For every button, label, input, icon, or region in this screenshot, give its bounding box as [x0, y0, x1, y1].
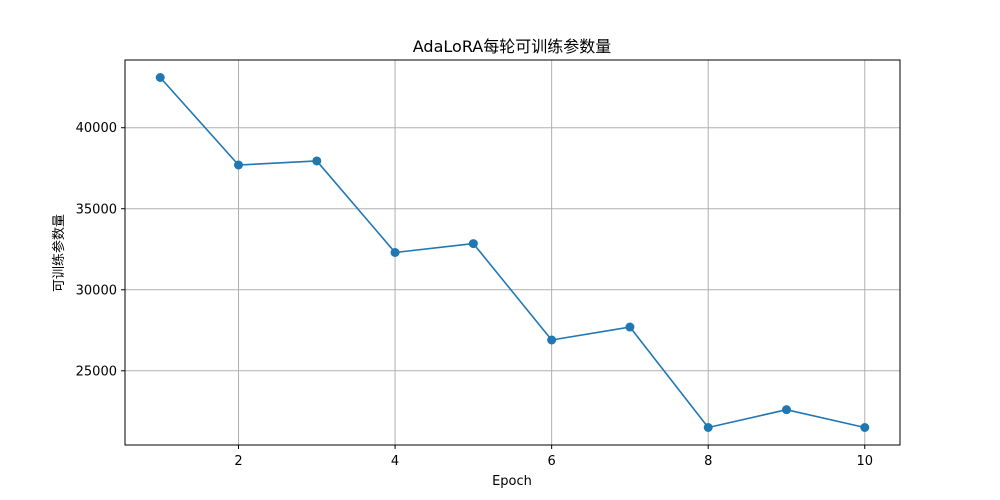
- x-tick-label: 2: [234, 454, 242, 469]
- x-tick-label: 6: [548, 454, 556, 469]
- y-tick-label: 40000: [76, 121, 117, 136]
- plot-area-frame: [124, 59, 901, 446]
- series-line: [159, 76, 865, 429]
- data-point: [625, 322, 635, 332]
- x-tick-label: 8: [704, 454, 712, 469]
- data-point: [703, 423, 713, 432]
- y-tick-label: 25000: [76, 364, 117, 379]
- data-point: [468, 239, 478, 249]
- data-point: [155, 73, 165, 82]
- data-point: [312, 156, 322, 166]
- x-tick-label: 10: [856, 454, 873, 469]
- data-point: [860, 423, 870, 432]
- axis-ticks: 2 4 6 8 10 25000 30000 35000 40000: [76, 121, 873, 469]
- chart-title: AdaLoRA每轮可训练参数量: [413, 37, 611, 56]
- data-point: [781, 405, 791, 415]
- x-tick-label: 4: [391, 454, 399, 469]
- x-axis-label: Epoch: [492, 474, 532, 489]
- data-point: [234, 160, 244, 170]
- y-tick-label: 35000: [76, 202, 117, 217]
- series-layer: [155, 73, 870, 432]
- grid-lines: [125, 60, 900, 445]
- data-point: [547, 335, 557, 345]
- y-tick-label: 30000: [76, 283, 117, 298]
- y-axis-label: 可训练参数量: [51, 214, 67, 292]
- data-point: [390, 248, 400, 257]
